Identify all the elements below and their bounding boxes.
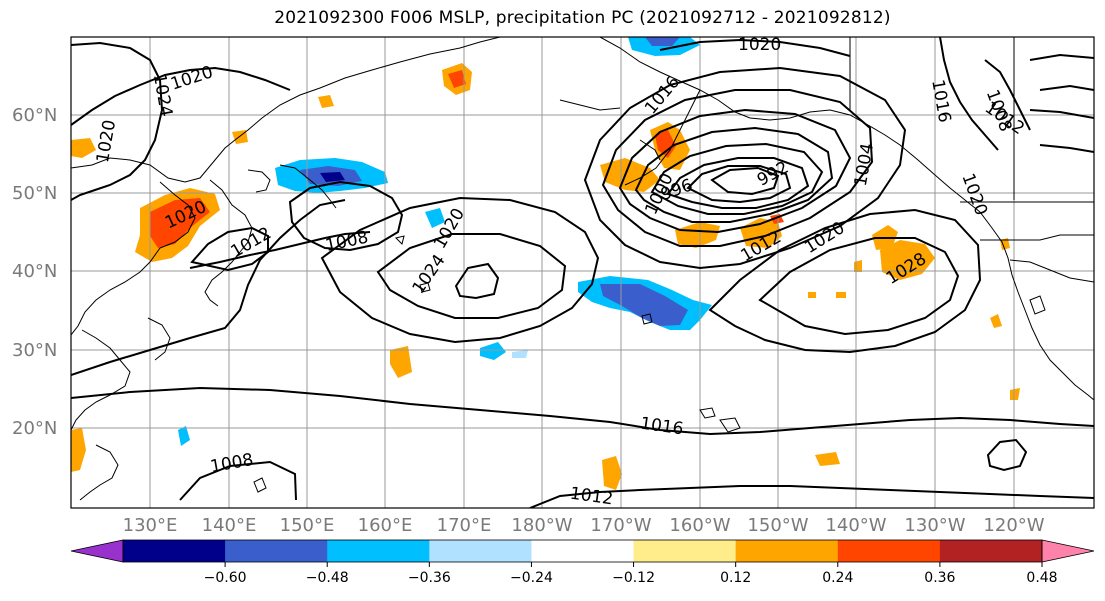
isobar-1024-east-hi: [758, 237, 960, 336]
isobar-1016-outer-low: [601, 89, 874, 247]
colorbar-segment: [225, 540, 328, 562]
lat-label: 30°N: [12, 340, 57, 361]
isobar-1016-wide: [71, 199, 346, 376]
colorbar-segment: [939, 540, 1043, 562]
colorbar-segment: [327, 540, 430, 562]
lon-label: 150°E: [280, 515, 335, 536]
colorbar-segment: [633, 540, 737, 562]
isobar-1012-west: [189, 231, 371, 269]
colorbar-segment: [531, 540, 635, 562]
isobar-1024-west: [71, 41, 164, 201]
lat-label: 40°N: [12, 261, 57, 282]
isobar-1020-north: [659, 38, 851, 57]
isobar-1012-southeast: [529, 485, 1094, 508]
latitude-labels: 60°N 50°N 40°N 30°N 20°N: [12, 105, 57, 439]
isobar-1020-east-hi: [708, 208, 982, 354]
map-title: 2021092300 F006 MSLP, precipitation PC (…: [274, 8, 891, 28]
colorbar-extend-low: [70, 539, 124, 563]
lon-label: 180°W: [511, 515, 572, 536]
isobars: [71, 37, 1094, 508]
colorbar-segment: [429, 540, 532, 562]
colorbar-extend-high: [1041, 539, 1095, 563]
colorbar-segments: [70, 539, 1095, 563]
isobar-1028-inner: [376, 233, 567, 319]
colorbar-segment: [123, 540, 226, 562]
colorbar-segment: [735, 540, 839, 562]
isobar-1008-low-ring: [634, 126, 834, 223]
colorbar-tick-label: 0.36: [924, 570, 955, 586]
isobar-label: 1012: [569, 484, 615, 510]
isobar-1016-south: [71, 386, 1094, 436]
isobar-1024-ring: [320, 196, 600, 344]
isobar-1004-low-ring: [650, 142, 824, 215]
colorbar-tick-label: −0.12: [612, 570, 655, 586]
isobar-1016-small-low: [986, 438, 1028, 472]
lat-label: 60°N: [12, 105, 57, 126]
colorbar-tick-label: 0.12: [720, 570, 751, 586]
longitude-labels: 130°E 140°E 150°E 160°E 170°E 180°W 170°…: [123, 515, 1045, 536]
isobar-1008-low: [288, 180, 404, 252]
lon-label: 130°E: [123, 515, 178, 536]
isobar-1008-north-east: [984, 59, 1031, 131]
isobar-1016-north-east: [939, 37, 999, 151]
lat-label: 50°N: [12, 183, 57, 204]
lon-label: 140°E: [202, 515, 257, 536]
lon-label: 160°W: [669, 515, 730, 536]
precip-negative-areas: [178, 37, 712, 446]
isobar-label: 1020: [738, 35, 781, 55]
isobar-1012-south: [179, 460, 297, 501]
lon-label: 120°W: [983, 515, 1044, 536]
colorbar-segment: [837, 540, 941, 562]
lon-label: 170°E: [437, 515, 492, 536]
islands: [253, 235, 1046, 493]
colorbar-tick-label: −0.24: [510, 570, 553, 586]
isobar-east-loops: [1029, 53, 1094, 153]
isobar-1012-low-ring: [618, 108, 852, 234]
coastlines: [71, 37, 1094, 501]
colorbar-ticks: −0.60 −0.48 −0.36 −0.24 −0.12 0.12 0.24 0.36 0.4…: [204, 562, 1058, 586]
isobar-1030-core: [454, 262, 500, 300]
map-frame: [70, 36, 1095, 509]
colorbar-tick-label: −0.60: [204, 570, 247, 586]
lon-label: 160°E: [358, 515, 413, 536]
lon-label: 130°W: [904, 515, 965, 536]
lon-label: 150°W: [747, 515, 808, 536]
isobar-1000-low-ring: [666, 157, 810, 209]
colorbar: −0.60 −0.48 −0.36 −0.24 −0.12 0.12 0.24 0.36 0.4…: [70, 539, 1095, 586]
colorbar-tick-label: 0.48: [1026, 570, 1057, 586]
map-area: 1020 1024 1020 1020 1012 1008 1024 1020 …: [71, 35, 1094, 510]
isobar-992-low-ring: [710, 166, 780, 196]
isobar-1008-west: [190, 226, 269, 272]
isobar-996-low-ring: [686, 165, 792, 204]
colorbar-tick-label: −0.48: [306, 570, 349, 586]
lat-label: 20°N: [12, 418, 57, 439]
lon-label: 170°W: [590, 515, 651, 536]
isobar-1020-northwest: [71, 66, 291, 126]
colorbar-frame: [122, 539, 1043, 563]
colorbar-tick-label: −0.36: [408, 570, 451, 586]
precip-positive-areas: [71, 63, 1020, 490]
lon-label: 140°W: [825, 515, 886, 536]
isobar-1020-outer-low: [583, 66, 907, 270]
colorbar-tick-label: 0.24: [822, 570, 853, 586]
